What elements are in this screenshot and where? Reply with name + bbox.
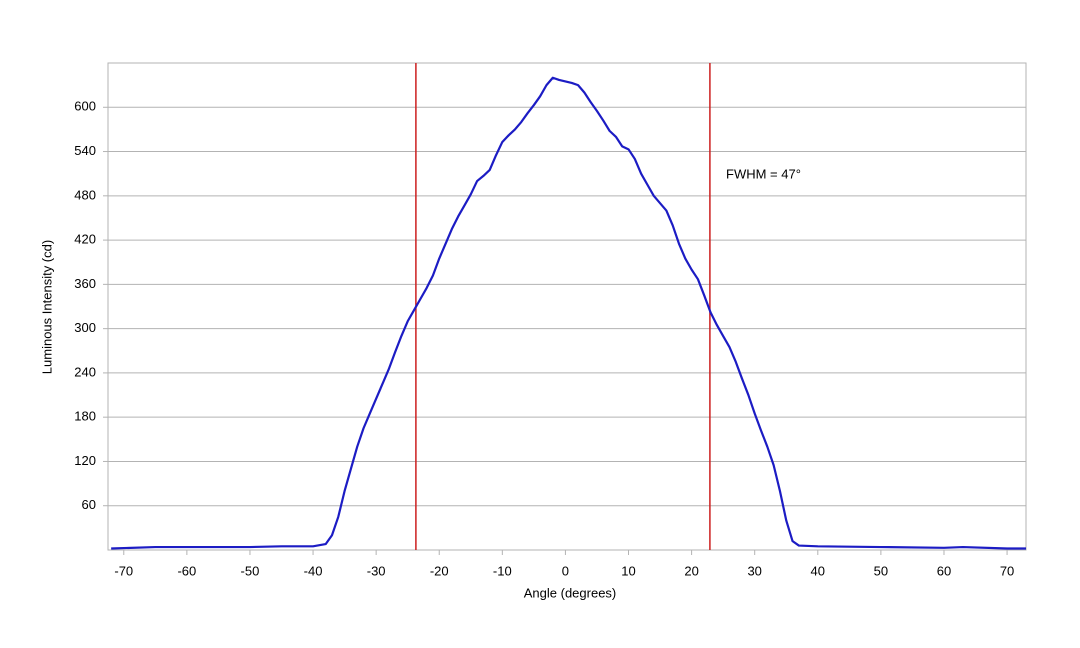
x-axis-title: Angle (degrees): [524, 585, 617, 600]
x-tick-label: -40: [304, 563, 323, 578]
y-tick-label: 540: [74, 143, 96, 158]
x-tick-label: -10: [493, 563, 512, 578]
x-tick-label: -20: [430, 563, 449, 578]
x-tick-label: 60: [937, 563, 951, 578]
x-tick-label: 40: [811, 563, 825, 578]
x-tick-label: 30: [747, 563, 761, 578]
x-tick-label: -60: [177, 563, 196, 578]
y-tick-label: 60: [82, 497, 96, 512]
plot-frame: [107, 62, 1027, 551]
x-tick-label: 50: [874, 563, 888, 578]
y-tick-label: 360: [74, 276, 96, 291]
y-tick-label: 480: [74, 187, 96, 202]
y-tick-label: 420: [74, 232, 96, 247]
y-axis-title: Luminous Intensity (cd): [39, 240, 54, 374]
x-tick-label: 20: [684, 563, 698, 578]
y-tick-label: 240: [74, 364, 96, 379]
y-tick-label: 120: [74, 453, 96, 468]
y-tick-label: 600: [74, 99, 96, 114]
y-tick-label: 180: [74, 409, 96, 424]
x-tick-label: -30: [367, 563, 386, 578]
x-tick-label: 70: [1000, 563, 1014, 578]
annotation: FWHM = 47°: [726, 166, 801, 181]
x-tick-label: 10: [621, 563, 635, 578]
x-tick-label: -50: [241, 563, 260, 578]
y-tick-label: 300: [74, 320, 96, 335]
data-line: [111, 76, 1026, 550]
x-tick-label: 0: [562, 563, 569, 578]
x-tick-label: -70: [114, 563, 133, 578]
